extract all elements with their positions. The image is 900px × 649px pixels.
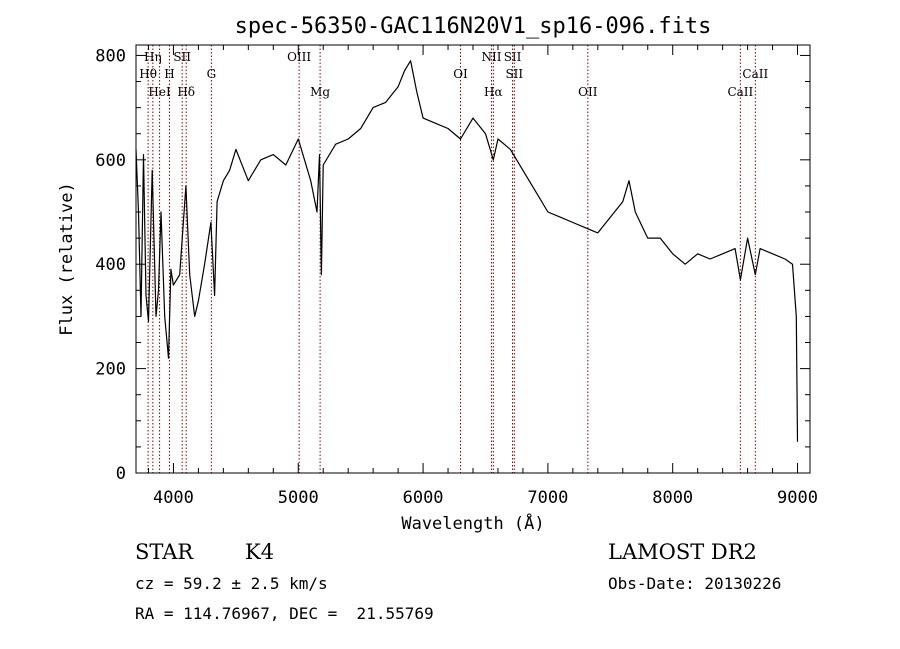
y-tick-label: 200 [95, 360, 126, 380]
spectral-line-label: SII [504, 50, 522, 64]
spectral-line-label: H [164, 67, 174, 81]
x-tick-label: 8000 [652, 488, 693, 508]
x-tick-label: 7000 [527, 488, 568, 508]
spectral-line-label: Hη [144, 50, 162, 64]
spectral-line-label: CaII [727, 85, 753, 99]
x-tick-label: 5000 [278, 488, 319, 508]
spectral-line-label: OI [453, 67, 468, 81]
spectral-subclass: K4 [245, 540, 275, 564]
survey-name: LAMOST DR2 [608, 540, 757, 564]
spectral-line-label: Mg [310, 85, 330, 99]
redshift-readout: cz = 59.2 ± 2.5 km/s [135, 574, 328, 593]
object-class: STAR [135, 540, 194, 564]
spectral-line-label: Hδ [177, 85, 195, 99]
x-tick-label: 6000 [403, 488, 444, 508]
spectral-line-label: OII [578, 85, 598, 99]
spectrum-line [135, 60, 799, 442]
coordinates-readout: RA = 114.76967, DEC = 21.55769 [135, 604, 434, 623]
spectral-line-label: HeI [148, 85, 171, 99]
spectral-line-label: Hθ [139, 67, 157, 81]
spectral-line-label: OIII [287, 50, 311, 64]
y-axis-label: Flux (relative) [57, 182, 77, 336]
y-tick-label: 800 [95, 46, 126, 66]
observation-date: Obs-Date: 20130226 [608, 574, 782, 593]
y-tick-label: 600 [95, 151, 126, 171]
spectral-line-label: SII [173, 50, 191, 64]
spectral-line-label: NII [481, 50, 501, 64]
y-tick-label: 400 [95, 255, 126, 275]
y-tick-label: 0 [116, 464, 126, 484]
x-tick-label: 4000 [153, 488, 194, 508]
spectral-line-label: SII [505, 67, 523, 81]
spectral-line-label: CaII [742, 67, 768, 81]
x-tick-label: 9000 [777, 488, 818, 508]
spectral-line-label: Hα [484, 85, 503, 99]
spectral-line-label: G [207, 67, 217, 81]
chart-title: spec-56350-GAC116N20V1_sp16-096.fits [235, 14, 712, 39]
x-axis-label: Wavelength (Å) [401, 512, 544, 534]
